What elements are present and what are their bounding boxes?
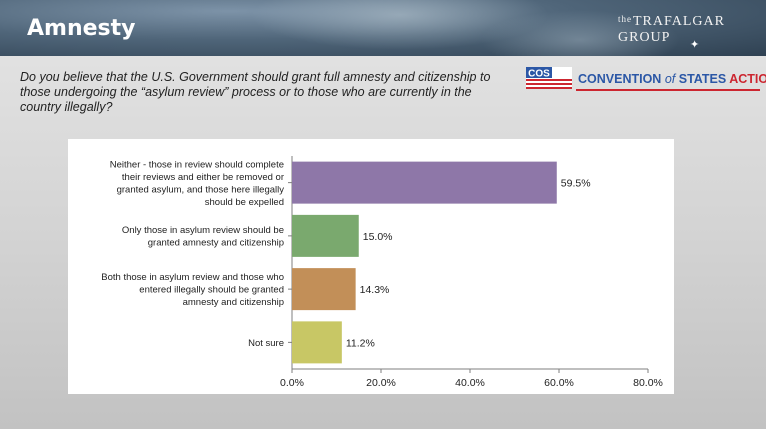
category-label-line: Both those in asylum review and those wh… bbox=[101, 272, 284, 283]
cos-action: ACTION bbox=[729, 72, 766, 86]
category-label: Not sure bbox=[248, 338, 284, 349]
bar-chart: 0.0% 20.0% 40.0% 60.0% 80.0% 59.5% Neither - t… bbox=[68, 139, 674, 394]
cos-underline bbox=[576, 89, 760, 91]
x-tick-label: 60.0% bbox=[544, 377, 574, 389]
bar bbox=[292, 214, 359, 257]
trafalgar-logo-the: the bbox=[618, 14, 632, 24]
x-tick-label: 0.0% bbox=[280, 377, 304, 389]
category-label-line: granted asylum, and those here illegally bbox=[117, 184, 285, 195]
header-cloud bbox=[480, 10, 680, 56]
cos-action-logo: COS CONVENTION of STATES ACTION bbox=[526, 67, 766, 93]
category-label-line: should be expelled bbox=[205, 197, 284, 208]
category-label-line: Not sure bbox=[248, 338, 284, 349]
compass-star-icon: ✦ bbox=[690, 39, 700, 51]
category-label-line: amnesty and citizenship bbox=[183, 297, 284, 308]
slide-title: Amnesty bbox=[27, 16, 136, 41]
cos-of: of bbox=[664, 72, 676, 86]
trafalgar-logo: theTRAFALGAR GROUP bbox=[618, 14, 766, 46]
cos-flag-icon: COS bbox=[526, 67, 572, 89]
slide-header: Amnesty theTRAFALGAR GROUP ✦ bbox=[0, 0, 766, 56]
x-tick-label: 80.0% bbox=[633, 377, 663, 389]
category-label-line: Neither - those in review should complet… bbox=[110, 159, 284, 170]
category-label-line: granted amnesty and citizenship bbox=[148, 238, 284, 249]
cos-convention: CONVENTION bbox=[578, 72, 662, 86]
bar bbox=[292, 321, 342, 364]
bar-value-label: 15.0% bbox=[363, 231, 393, 243]
category-label-line: Only those in asylum review should be bbox=[122, 225, 284, 236]
bar-value-label: 14.3% bbox=[360, 284, 390, 296]
x-tick-label: 20.0% bbox=[366, 377, 396, 389]
bar-value-label: 11.2% bbox=[346, 337, 375, 349]
x-tick-label: 40.0% bbox=[455, 377, 485, 389]
cos-text: CONVENTION of STATES ACTION bbox=[578, 72, 766, 86]
category-label-line: their reviews and either be removed or bbox=[122, 172, 284, 183]
bar-value-label: 59.5% bbox=[561, 178, 591, 190]
category-label: Neither - those in review should complet… bbox=[110, 159, 285, 208]
cos-abbr: COS bbox=[528, 69, 550, 80]
bar bbox=[292, 268, 356, 311]
category-label: Both those in asylum review and those wh… bbox=[101, 272, 284, 308]
category-label-line: entered illegally should be granted bbox=[139, 285, 284, 296]
category-label: Only those in asylum review should be gra… bbox=[122, 225, 284, 249]
trafalgar-logo-name: TRAFALGAR GROUP bbox=[618, 14, 725, 45]
survey-question: Do you believe that the U.S. Government … bbox=[20, 70, 491, 114]
cos-states: STATES bbox=[678, 72, 727, 86]
chart-svg: 0.0% 20.0% 40.0% 60.0% 80.0% 59.5% Neither - t… bbox=[101, 156, 663, 389]
bar bbox=[292, 161, 557, 204]
